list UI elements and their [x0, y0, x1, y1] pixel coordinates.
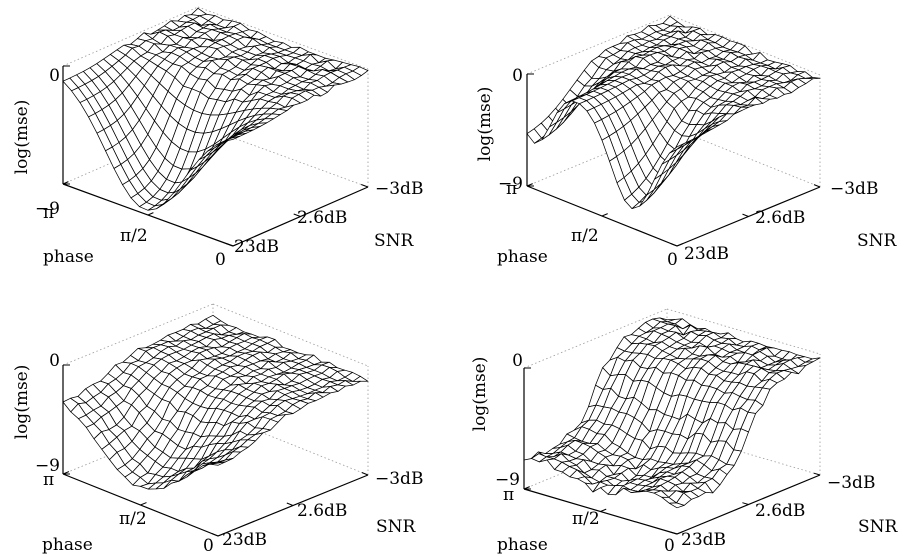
- panel-2-zlabel: log(mse): [475, 87, 495, 162]
- panel-3-surface-mesh: [62, 314, 369, 490]
- mesh-cell: [209, 461, 226, 466]
- mesh-cell: [224, 135, 241, 142]
- panel-3-axes: [62, 364, 369, 537]
- panel-1-z-tick-top: 0: [49, 66, 60, 86]
- panel-3-ylabel: phase: [42, 535, 93, 555]
- panel-4-y-tick-pi: π: [503, 485, 514, 505]
- panel-1-y-tick-half-pi: π/2: [120, 226, 148, 246]
- panel-1-zlabel: log(mse): [12, 100, 32, 175]
- panel-3-x-tick-2-6db: 2.6dB: [297, 501, 347, 521]
- panel-1-y-tick-zero: 0: [215, 250, 226, 270]
- panel-2-z-tick-top: 0: [512, 66, 523, 86]
- surface-panel-4: 0 −9 π π/2 0 23dB 2.6dB −3dB log(mse) ph…: [470, 308, 899, 556]
- panel-4-x-tick-2-6db: 2.6dB: [755, 501, 805, 521]
- phase-tick-mark-0: [523, 486, 530, 490]
- panel-4-xlabel: SNR: [858, 517, 899, 537]
- panel-4-ylabel: phase: [497, 535, 548, 555]
- panel-2-x-tick-minus3db: −3dB: [830, 179, 878, 199]
- panel-4-axes: [523, 367, 821, 535]
- panel-4-z-tick-top: 0: [512, 351, 523, 371]
- back-top-edge-right: [666, 308, 821, 355]
- back-top-edge-left: [526, 14, 671, 75]
- phase-tick-mark-2: [232, 243, 239, 247]
- panel-1-surface-mesh: [62, 7, 369, 211]
- panel-3-y-tick-zero: 0: [203, 536, 214, 556]
- panel-1-xlabel: SNR: [374, 231, 415, 251]
- back-floor-edge-left: [62, 124, 199, 185]
- snr-tick-mark-1: [293, 213, 301, 217]
- snr-tick-mark-0: [211, 533, 219, 537]
- surface-panel-3: 0 −9 π π/2 0 23dB 2.6dB −3dB log(mse) ph…: [12, 303, 423, 556]
- panel-3-y-tick-pi: π: [43, 470, 54, 490]
- panel-2-z-tick-bottom: −9: [498, 174, 523, 194]
- panel-1-axes: [62, 65, 369, 247]
- snr-tick-mark-0: [226, 243, 234, 247]
- back-floor-edge-right: [666, 429, 821, 476]
- panel-2-surface-mesh: [526, 15, 821, 209]
- snr-tick-mark-0: [670, 531, 678, 535]
- panel-3-x-tick-23db: 23dB: [222, 530, 267, 550]
- panel-1-ylabel: phase: [43, 247, 94, 267]
- panel-1-x-tick-2-6db: 2.6dB: [297, 208, 347, 228]
- panel-2-axes: [526, 73, 821, 247]
- back-top-edge-left: [62, 303, 214, 366]
- panel-2-ylabel: phase: [497, 247, 548, 267]
- panel-4-x-tick-23db: 23dB: [681, 530, 726, 550]
- mesh-cell: [669, 502, 685, 509]
- snr-tick-mark-1: [742, 213, 749, 217]
- phase-tick-mark-1: [600, 508, 607, 512]
- phase-tick-mark-1: [147, 212, 154, 216]
- mesh-cell: [669, 143, 685, 154]
- panel-1-z-tick-bottom: −9: [35, 199, 60, 219]
- snr-tick-mark-0: [670, 243, 678, 247]
- panel-4-z-tick-bottom: −9: [495, 470, 520, 490]
- panel-4-y-tick-half-pi: π/2: [572, 509, 600, 529]
- surface-panel-2: 0 −9 π π/2 0 23dB 2.6dB −3dB log(mse) ph…: [475, 14, 898, 270]
- phase-tick-mark-1: [140, 502, 147, 506]
- phase-tick-mark-2: [217, 533, 225, 537]
- phase-tick-mark-0: [62, 181, 69, 185]
- panel-3-z-tick-top: 0: [49, 351, 60, 371]
- phase-tick-mark-2: [676, 531, 683, 535]
- panel-4-zlabel: log(mse): [470, 357, 490, 432]
- panel-1-x-tick-minus3db: −3dB: [375, 179, 423, 199]
- panel-4-x-tick-minus3db: −3dB: [827, 473, 875, 493]
- snr-tick-mark-2: [813, 184, 821, 188]
- panel-2-y-tick-zero: 0: [667, 250, 678, 270]
- phase-tick-mark-0: [526, 183, 533, 187]
- phase-tick-mark-2: [676, 243, 683, 247]
- panel-3-xlabel: SNR: [376, 517, 417, 537]
- panel-1-y-tick-pi: π: [43, 203, 54, 223]
- panel-2-y-tick-half-pi: π/2: [571, 226, 599, 246]
- back-floor-edge-right: [669, 126, 821, 188]
- panel-2-x-tick-2-6db: 2.6dB: [755, 208, 805, 228]
- panel-2-x-tick-23db: 23dB: [684, 244, 729, 264]
- panel-4-surface-mesh: [523, 317, 821, 509]
- panel-2-y-tick-pi: π: [506, 179, 517, 199]
- snr-tick-mark-1: [286, 502, 294, 506]
- panel-1-back-walls: [62, 6, 369, 188]
- panel-2-xlabel: SNR: [857, 231, 898, 251]
- surface-panel-1: 0 −9 π π/2 0 23dB 2.6dB −3dB log(mse) ph…: [12, 6, 423, 270]
- phase-tick-mark-0: [62, 471, 70, 475]
- phase-tick-mark-1: [601, 213, 608, 217]
- panel-4-y-tick-zero: 0: [664, 536, 675, 556]
- snr-tick-mark-2: [361, 472, 369, 476]
- back-top-edge-right: [669, 14, 821, 76]
- snr-tick-mark-2: [813, 472, 821, 476]
- panel-3-z-tick-bottom: −9: [35, 456, 60, 476]
- panel-3-y-tick-half-pi: π/2: [119, 509, 147, 529]
- back-top-edge-left: [62, 6, 199, 67]
- snr-tick-mark-1: [742, 502, 749, 505]
- panel-1-x-tick-23db: 23dB: [234, 237, 279, 257]
- panel-3-zlabel: log(mse): [12, 365, 32, 440]
- panel-3-x-tick-minus3db: −3dB: [375, 469, 423, 489]
- back-top-edge-left: [523, 308, 668, 369]
- snr-tick-mark-2: [361, 184, 369, 188]
